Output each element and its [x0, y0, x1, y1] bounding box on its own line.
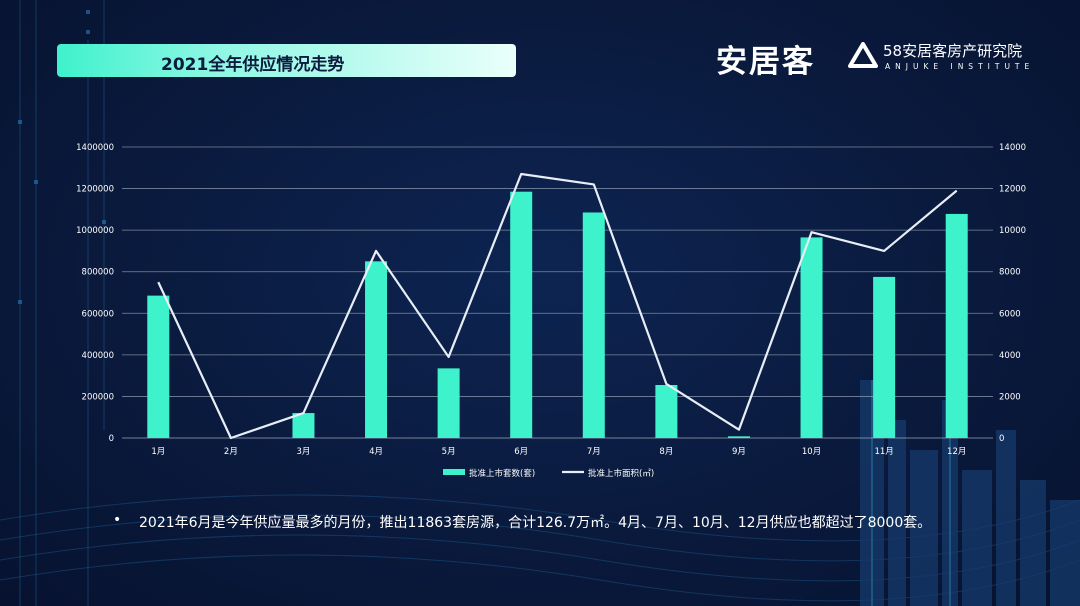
institute-logo-icon [848, 42, 878, 68]
institute-logo-cn: 58安居客房产研究院 [883, 42, 1023, 60]
right-axis-tick-label: 14000 [999, 143, 1026, 153]
x-axis-tick-label: 4月 [369, 447, 383, 457]
left-axis-tick-label: 200000 [82, 392, 114, 402]
x-axis-tick-label: 6月 [514, 447, 528, 457]
bar [510, 191, 533, 438]
left-axis-tick-label: 1000000 [76, 226, 114, 236]
right-axis-tick-label: 2000 [999, 392, 1021, 402]
x-axis-tick-label: 5月 [442, 447, 456, 457]
x-axis-tick-label: 10月 [802, 447, 821, 457]
supply-chart: 0 0 200000 2000 400000 4000 600000 6000 800000 80… [76, 143, 1026, 479]
legend-bar-swatch [443, 469, 465, 475]
bar [147, 295, 170, 438]
bar [655, 384, 678, 438]
left-axis-tick-label: 800000 [82, 268, 114, 278]
left-axis-tick-label: 1200000 [76, 185, 114, 195]
bar [873, 276, 896, 438]
bar [945, 213, 968, 438]
x-axis-tick-label: 3月 [296, 447, 310, 457]
x-axis-tick-label: 1月 [151, 447, 165, 457]
legend-bar-label: 批准上市套数(套) [469, 468, 535, 479]
institute-logo-en: ANJUKE INSTITUTE [885, 62, 1035, 71]
bar [727, 436, 750, 438]
right-axis-tick-label: 0 [999, 434, 1004, 444]
footnote-text: 2021年6月是今年供应量最多的月份，推出11863套房源，合计126.7万㎡。… [115, 512, 931, 532]
right-axis-tick-label: 6000 [999, 309, 1021, 319]
bar [365, 261, 388, 438]
bar [437, 368, 460, 438]
x-axis-tick-label: 9月 [732, 447, 746, 457]
right-axis-tick-label: 10000 [999, 226, 1026, 236]
title-bar: 2021全年供应情况走势 [57, 44, 516, 77]
x-axis-tick-label: 7月 [587, 447, 601, 457]
bar [800, 237, 823, 438]
footnote-bullet: • [113, 512, 122, 528]
footnote-body: 2021年6月是今年供应量最多的月份，推出11863套房源，合计126.7万㎡。… [139, 515, 932, 531]
left-axis-tick-label: 600000 [82, 309, 114, 319]
left-axis-tick-label: 1400000 [76, 143, 114, 153]
series-line [157, 172, 958, 440]
bar [292, 413, 315, 438]
x-axis-tick-label: 2月 [224, 447, 238, 457]
page-title: 2021全年供应情况走势 [161, 55, 345, 75]
bar [582, 212, 605, 438]
x-axis-tick-label: 8月 [659, 447, 673, 457]
right-axis-tick-label: 8000 [999, 268, 1021, 278]
anjuke-logo: 安居客 [716, 44, 815, 80]
x-axis-tick-label: 12月 [947, 447, 966, 457]
right-axis-tick-label: 4000 [999, 351, 1021, 361]
left-axis-tick-label: 400000 [82, 351, 114, 361]
legend-line-label: 批准上市面积(㎡) [588, 468, 654, 479]
right-axis-tick-label: 12000 [999, 185, 1026, 195]
x-axis-tick-label: 11月 [874, 447, 893, 457]
left-axis-tick-label: 0 [109, 434, 114, 444]
